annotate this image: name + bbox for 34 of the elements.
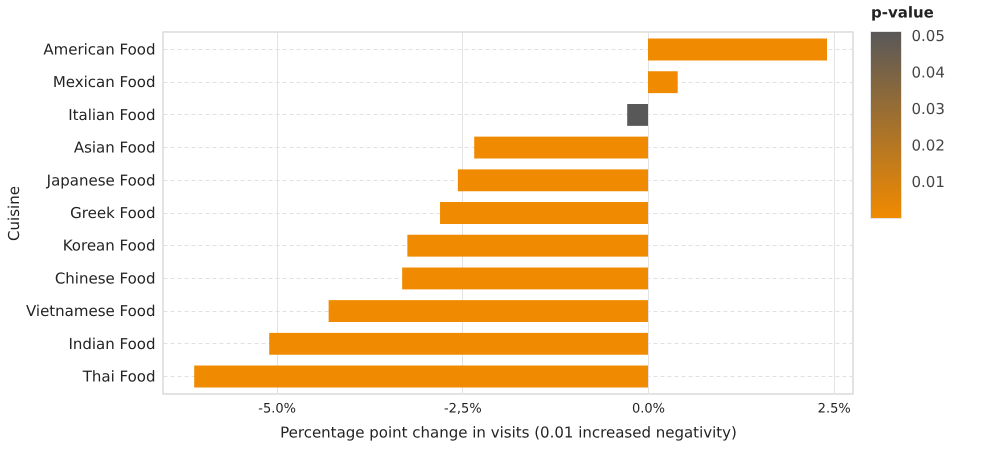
color-bar-title: p-value	[871, 4, 934, 22]
y-tick-label: Greek Food	[70, 204, 156, 222]
x-tick-label: -2,5%	[444, 402, 482, 416]
y-tick-label: Mexican Food	[52, 73, 156, 92]
y-tick-label: Chinese Food	[54, 269, 156, 288]
x-tick-label: 2.5%	[818, 402, 851, 416]
bar	[474, 136, 648, 159]
color-bar-label: 0.02	[912, 136, 945, 155]
bar	[402, 267, 648, 290]
y-tick-label: Asian Food	[74, 138, 156, 157]
y-tick-label: Korean Food	[62, 236, 156, 255]
color-bar-label: 0.03	[912, 100, 945, 118]
bar	[440, 202, 648, 224]
bar	[328, 300, 648, 322]
bar	[458, 169, 648, 192]
color-bar-label: 0.01	[912, 173, 945, 192]
color-bar-label: 0.04	[912, 64, 945, 82]
y-tick-label: Thai Food	[82, 368, 156, 386]
bar	[269, 332, 648, 355]
y-tick-label: American Food	[43, 40, 156, 58]
bar	[407, 234, 648, 257]
bar	[648, 71, 678, 94]
y-tick-label: Italian Food	[68, 106, 156, 124]
x-tick-label: 0.0%	[632, 402, 666, 416]
bar	[648, 38, 828, 60]
y-axis-title: Cuisine	[4, 186, 23, 241]
y-tick-label: Japanese Food	[46, 171, 156, 190]
color-bar-label: 0.05	[912, 27, 945, 46]
bar	[627, 104, 648, 126]
y-tick-label: Indian Food	[68, 334, 156, 353]
x-tick-label: -5.0%	[258, 402, 296, 416]
x-axis-title: Percentage point change in visits (0.01 increased negativity)	[280, 424, 737, 442]
bar	[194, 366, 648, 388]
y-tick-label: Vietnamese Food	[26, 302, 156, 320]
